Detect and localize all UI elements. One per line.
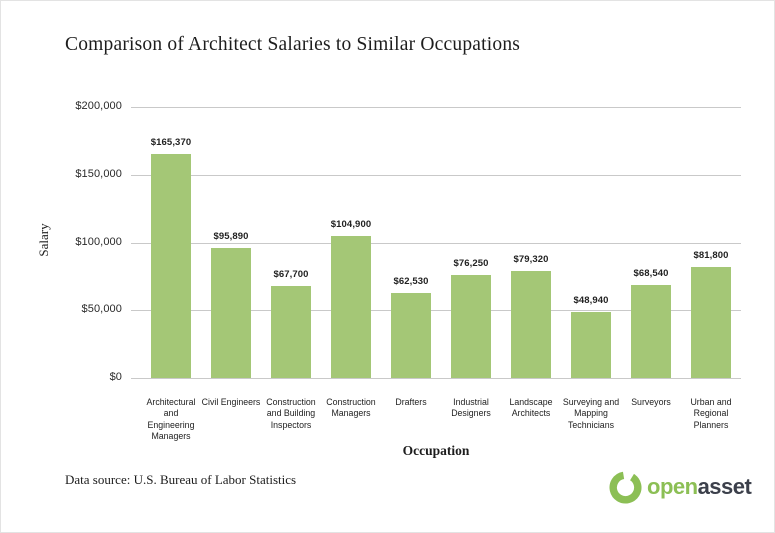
gridline xyxy=(131,107,741,108)
bar xyxy=(271,286,311,378)
bar xyxy=(691,267,731,378)
y-tick-label: $200,000 xyxy=(75,100,122,112)
x-category-label: Surveyors xyxy=(631,397,671,407)
bar xyxy=(151,154,191,378)
x-category-label: Landscape Architects xyxy=(509,397,553,419)
openasset-logo: openasset xyxy=(609,469,752,505)
logo-word-asset: asset xyxy=(697,474,752,499)
bar xyxy=(391,293,431,378)
y-tick-label: $0 xyxy=(109,371,122,383)
bar xyxy=(571,312,611,378)
x-category-label: Construction Managers xyxy=(326,397,376,419)
plot-area: $165,370 $95,890 $67,700 $104,900 $62,530 $76… xyxy=(131,107,741,379)
bar-value-label: $104,900 xyxy=(330,219,372,230)
x-category-label: Drafters xyxy=(395,397,427,407)
bar-value-label: $62,530 xyxy=(393,276,429,287)
gridline xyxy=(131,175,741,176)
x-category-label: Industrial Designers xyxy=(451,397,491,419)
data-source-note: Data source: U.S. Bureau of Labor Statis… xyxy=(65,472,297,487)
y-tick-label: $50,000 xyxy=(81,303,122,316)
bar xyxy=(451,275,491,378)
x-category-label: Construction and Building Inspectors xyxy=(266,397,316,430)
gridline xyxy=(131,378,741,379)
x-category-label: Architectural and Engineering Managers xyxy=(146,397,196,442)
x-category-label: Urban and Regional Planners xyxy=(690,397,732,430)
logo-word-open: open xyxy=(647,474,698,499)
openasset-logo-text: openasset xyxy=(647,474,752,499)
bar-value-label: $79,320 xyxy=(513,254,549,265)
bar-value-label: $95,890 xyxy=(213,231,249,242)
bar-value-label: $67,700 xyxy=(273,269,309,280)
y-tick-label: $150,000 xyxy=(75,167,122,180)
x-axis-title: Occupation xyxy=(402,443,470,458)
x-category-label: Surveying and Mapping Technicians xyxy=(562,397,620,430)
bar-value-label: $76,250 xyxy=(453,258,489,269)
bar-value-label: $165,370 xyxy=(150,137,192,148)
y-tick-label: $100,000 xyxy=(75,235,122,248)
bar xyxy=(511,271,551,378)
gridline xyxy=(131,310,741,311)
openasset-logo-icon xyxy=(609,470,642,504)
chart-title: Comparison of Architect Salaries to Simi… xyxy=(65,34,521,55)
bar-value-label: $48,940 xyxy=(573,295,609,306)
bar xyxy=(211,248,251,378)
bar xyxy=(331,236,371,378)
x-category-label: Civil Engineers xyxy=(201,397,261,407)
gridline xyxy=(131,243,741,244)
bar-value-label: $68,540 xyxy=(633,268,669,279)
bar-value-label: $81,800 xyxy=(693,250,729,261)
bar xyxy=(631,285,671,378)
